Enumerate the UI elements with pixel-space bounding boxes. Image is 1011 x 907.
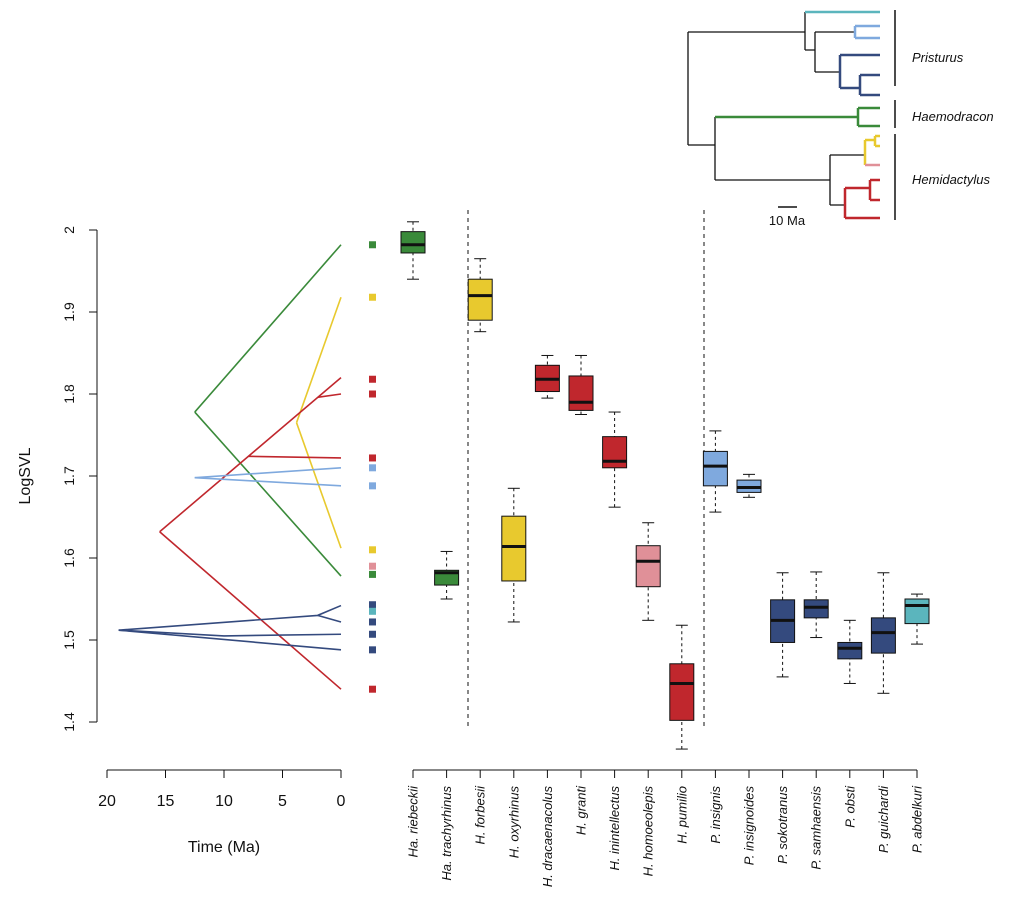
x-tick-label: P. obsti — [842, 785, 857, 828]
box — [871, 618, 895, 653]
tip-mean — [369, 376, 376, 383]
branch — [297, 297, 341, 422]
x-tick-label: H. oxyrhinus — [506, 786, 521, 859]
x-tick-label: 10 — [215, 793, 233, 810]
y-tick-label: 1.6 — [61, 548, 77, 568]
tip-mean — [369, 546, 376, 553]
y-tick-label: 2 — [61, 226, 77, 234]
tip-mean — [369, 631, 376, 638]
y-tick-label: 1.9 — [61, 302, 77, 322]
x-tick-label: H. granti — [574, 785, 589, 835]
x-tick-label: 20 — [98, 793, 116, 810]
x-tick-label: Ha. trachyrhinus — [439, 786, 454, 881]
x-tick-label: P. samhaensis — [809, 786, 824, 870]
x-tick-label: Ha. riebeckii — [406, 785, 421, 858]
x-tick-label: P. sokotranus — [775, 786, 790, 864]
tip-mean — [369, 454, 376, 461]
x-tick-label: H. forbesii — [473, 785, 488, 845]
x-tick-label: P. insignoides — [742, 786, 757, 866]
tip-mean — [369, 646, 376, 653]
branch — [249, 456, 341, 458]
box — [838, 642, 862, 658]
x-axis-label: Time (Ma) — [188, 839, 260, 856]
branch — [160, 378, 341, 532]
y-axis-label: LogSVL — [17, 447, 34, 504]
tip-mean — [369, 618, 376, 625]
x-tick-label: H. pumilio — [674, 786, 689, 844]
tip-mean — [369, 563, 376, 570]
box — [905, 599, 929, 624]
box — [703, 451, 727, 485]
tip-mean — [369, 464, 376, 471]
box — [502, 516, 526, 581]
tip-mean — [369, 482, 376, 489]
tip-mean — [369, 294, 376, 301]
tip-mean — [369, 608, 376, 615]
box — [670, 664, 694, 721]
x-tick-label: P. guichardi — [876, 785, 891, 853]
branch — [195, 245, 341, 412]
x-tick-label: 15 — [157, 793, 175, 810]
branch — [195, 468, 341, 478]
box — [603, 437, 627, 468]
x-tick-label: 0 — [337, 793, 346, 810]
figure: LogSVL Time (Ma) Pristurus Haemodracon H… — [0, 0, 1011, 907]
tip-mean — [369, 571, 376, 578]
box — [401, 232, 425, 253]
box — [636, 546, 660, 587]
tip-mean — [369, 241, 376, 248]
branch — [195, 478, 341, 486]
clade-label: Haemodracon — [912, 109, 994, 124]
x-tick-label: P. abdelkuri — [910, 785, 925, 853]
branch — [119, 630, 341, 650]
y-tick-label: 1.5 — [61, 630, 77, 650]
x-tick-label: H. homoeolepis — [641, 786, 656, 877]
x-tick-label: H. inintellectus — [607, 786, 622, 871]
inset-tree — [688, 10, 895, 220]
tip-mean — [369, 686, 376, 693]
tip-mean — [369, 601, 376, 608]
scale-label: 10 Ma — [769, 213, 806, 228]
branch — [318, 615, 341, 622]
clade-label: Pristurus — [912, 50, 964, 65]
branch — [160, 532, 341, 689]
branch — [119, 606, 341, 631]
y-tick-label: 1.8 — [61, 384, 77, 404]
branch — [195, 412, 341, 576]
tip-mean — [369, 391, 376, 398]
box — [804, 600, 828, 618]
x-tick-label: 5 — [278, 793, 287, 810]
clade-label: Hemidactylus — [912, 172, 991, 187]
box — [569, 376, 593, 410]
x-tick-label: P. insignis — [708, 786, 723, 844]
box — [468, 279, 492, 320]
x-tick-label: H. dracaenacolus — [540, 786, 555, 888]
y-tick-label: 1.7 — [61, 466, 77, 486]
y-tick-label: 1.4 — [61, 712, 77, 732]
